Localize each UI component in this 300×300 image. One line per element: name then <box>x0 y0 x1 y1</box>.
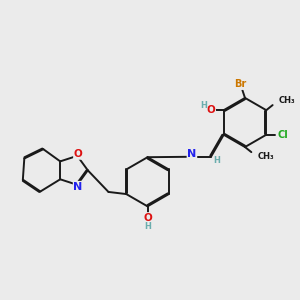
Text: N: N <box>187 149 196 159</box>
Text: Br: Br <box>234 79 246 89</box>
Text: O: O <box>144 213 152 223</box>
Text: Cl: Cl <box>278 130 289 140</box>
Text: H: H <box>200 101 207 110</box>
Text: O: O <box>74 149 82 159</box>
Text: CH₃: CH₃ <box>279 96 296 105</box>
Text: O: O <box>207 105 215 115</box>
Text: H: H <box>144 222 151 231</box>
Text: H: H <box>214 156 220 165</box>
Text: N: N <box>74 182 83 191</box>
Text: CH₃: CH₃ <box>258 152 274 161</box>
